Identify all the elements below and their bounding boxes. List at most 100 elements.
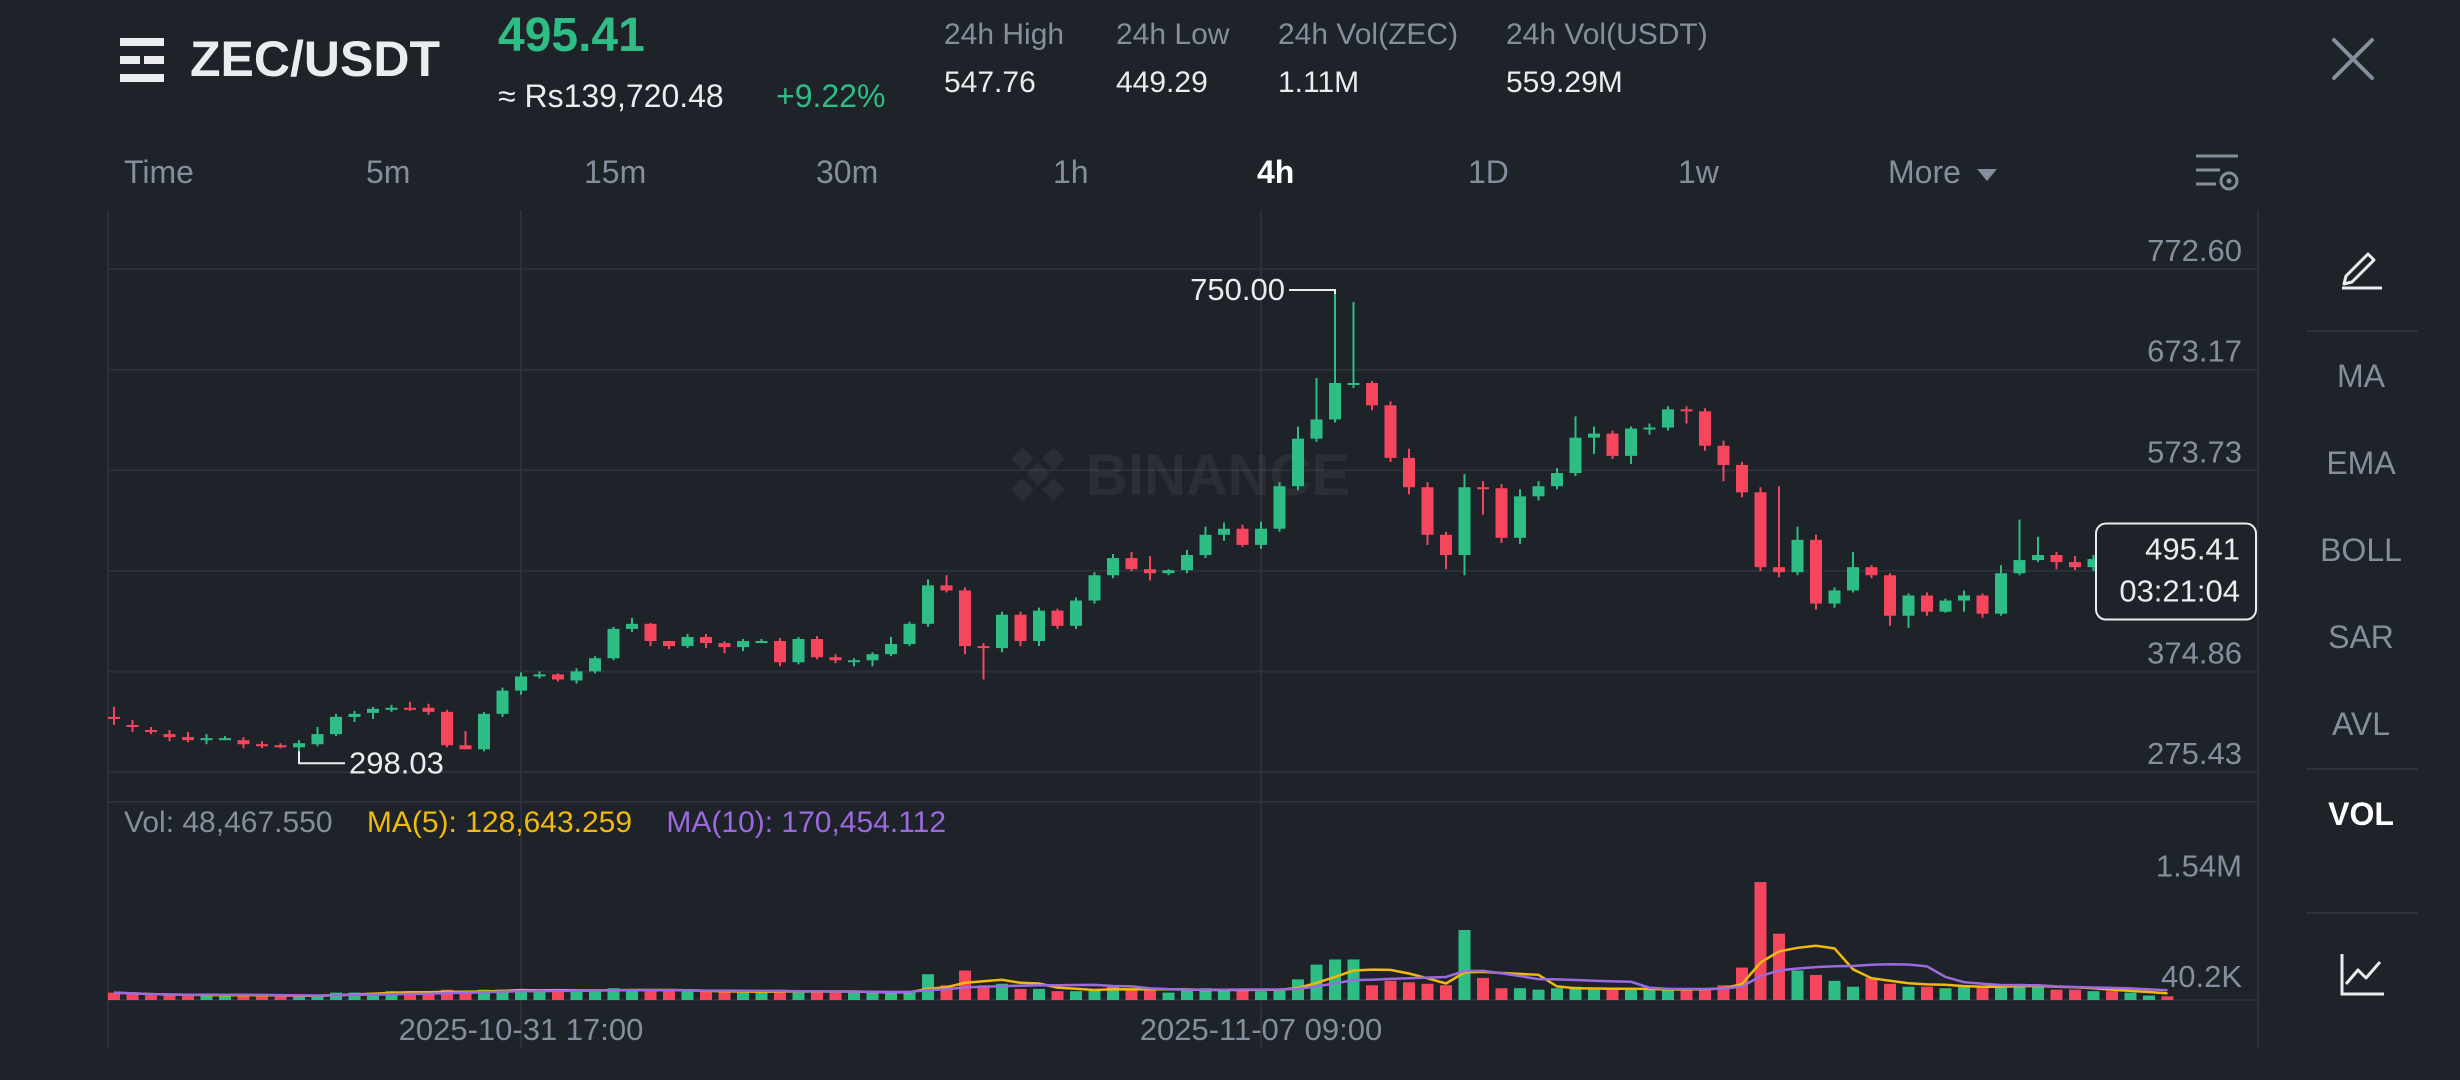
tab-1w[interactable]: 1w <box>1678 154 1719 190</box>
candle <box>422 707 435 712</box>
volume-bar <box>1625 989 1637 1000</box>
volume-bar <box>2124 992 2137 1000</box>
tab-5m[interactable]: 5m <box>366 154 411 190</box>
volume-bar <box>1699 988 1711 1000</box>
caret-down-icon <box>1976 168 1997 181</box>
tab-more[interactable]: More <box>1888 154 1998 191</box>
pencil-icon[interactable] <box>2338 242 2386 290</box>
candle <box>1606 433 1619 456</box>
volume-y-tick-label: 40.2K <box>2161 959 2242 994</box>
candle <box>1255 528 1267 545</box>
volume-bar <box>163 995 176 1000</box>
sidebar-item-ema[interactable]: EMA <box>2326 445 2396 481</box>
stat-value-24h-vol-zec: 1.11M <box>1278 66 1360 99</box>
tab-30m[interactable]: 30m <box>816 154 879 190</box>
volume-bar <box>1051 991 1064 1000</box>
tab-4h[interactable]: 4h <box>1257 154 1295 190</box>
candle <box>1643 427 1656 430</box>
candle <box>885 644 897 655</box>
volume-bar <box>311 995 324 1000</box>
volume-bar <box>1014 988 1027 1000</box>
sidebar-item-boll[interactable]: BOLL <box>2320 532 2402 568</box>
candle <box>792 639 805 663</box>
volume-bar <box>182 995 194 1000</box>
volume-bar <box>1255 991 1267 1000</box>
tab-15m[interactable]: 15m <box>584 154 647 190</box>
line-chart-icon[interactable] <box>2338 950 2386 998</box>
close-icon[interactable] <box>2330 36 2376 82</box>
candle <box>737 641 749 648</box>
sidebar-item-vol[interactable]: VOL <box>2328 796 2394 832</box>
volume-bar <box>959 970 971 1000</box>
volume-bar <box>422 992 435 1000</box>
volume-bar <box>1976 986 1989 1000</box>
volume-bar <box>1847 986 1859 1000</box>
volume-ma5: MA(5): 128,643.259 <box>366 806 633 839</box>
candle <box>1495 488 1508 538</box>
tab-1d[interactable]: 1D <box>1468 154 1509 190</box>
volume-bar <box>1495 988 1508 1000</box>
candle <box>1199 534 1212 556</box>
stat-value-24h-low: 449.29 <box>1116 66 1208 99</box>
candle <box>1236 528 1249 545</box>
volume-bar <box>2050 989 2063 1000</box>
candle <box>1440 534 1452 556</box>
volume-bar <box>1810 974 1822 1000</box>
candle <box>1384 405 1397 458</box>
volume-bar <box>848 992 860 1000</box>
volume-ma10-line <box>113 963 2168 997</box>
sidebar-divider <box>2306 912 2418 914</box>
candle <box>1939 600 1952 612</box>
sidebar-item-ma[interactable]: MA <box>2337 358 2385 394</box>
candle <box>1070 600 1082 626</box>
tab-time[interactable]: Time <box>124 154 194 190</box>
candle <box>607 628 620 659</box>
volume-bar <box>1514 988 1526 1000</box>
candle <box>644 623 657 642</box>
volume-bar <box>478 989 490 1000</box>
volume-bar <box>1070 991 1082 1000</box>
volume-bar <box>1366 985 1378 1000</box>
volume-y-tick-label: 1.54M <box>2156 849 2242 884</box>
sidebar-item-avl[interactable]: AVL <box>2331 706 2391 742</box>
candle <box>1754 492 1767 568</box>
list-menu-icon[interactable] <box>118 34 170 86</box>
volume-bar <box>496 989 509 1000</box>
volume-bar <box>515 988 527 1000</box>
y-tick-label: 673.17 <box>2147 334 2242 369</box>
chart-settings-icon[interactable] <box>2194 150 2240 196</box>
pair-title[interactable]: ZEC/USDT <box>190 31 440 87</box>
volume-bar <box>1125 989 1138 1000</box>
y-tick-label: 772.60 <box>2147 233 2242 268</box>
volume-bar <box>589 989 601 1000</box>
candle <box>1532 486 1545 497</box>
volume-bar <box>1662 989 1674 1000</box>
tab-1h[interactable]: 1h <box>1053 154 1089 190</box>
candle <box>2087 559 2100 568</box>
candle <box>348 713 361 717</box>
candle <box>755 641 768 644</box>
candle <box>1107 558 1119 576</box>
volume-bar <box>1440 985 1452 1000</box>
candle <box>1588 433 1600 438</box>
candle <box>496 690 509 714</box>
x-tick-label: 2025-11-07 09:00 <box>1140 1012 1382 1047</box>
y-tick-label: 275.43 <box>2147 736 2242 771</box>
volume-bar <box>1606 989 1619 1000</box>
volume-bar <box>1403 982 1415 1000</box>
candle <box>552 674 564 680</box>
stat-label-24h-vol-usdt: 24h Vol(USDT) <box>1506 18 1708 51</box>
volume-bar <box>977 985 990 1000</box>
fiat-price: ≈ Rs139,720.48 <box>498 78 724 114</box>
candle <box>219 738 231 741</box>
change-percent: +9.22% <box>776 78 886 114</box>
candle <box>663 641 675 647</box>
volume-bar <box>1181 989 1193 1000</box>
stat-value-24h-vol-usdt: 559.29M <box>1506 66 1623 99</box>
candle <box>959 590 971 647</box>
candle <box>330 716 342 735</box>
low-marker-label: 298.03 <box>349 745 444 780</box>
volume-bar <box>348 992 361 1000</box>
sidebar-item-sar[interactable]: SAR <box>2328 619 2394 655</box>
